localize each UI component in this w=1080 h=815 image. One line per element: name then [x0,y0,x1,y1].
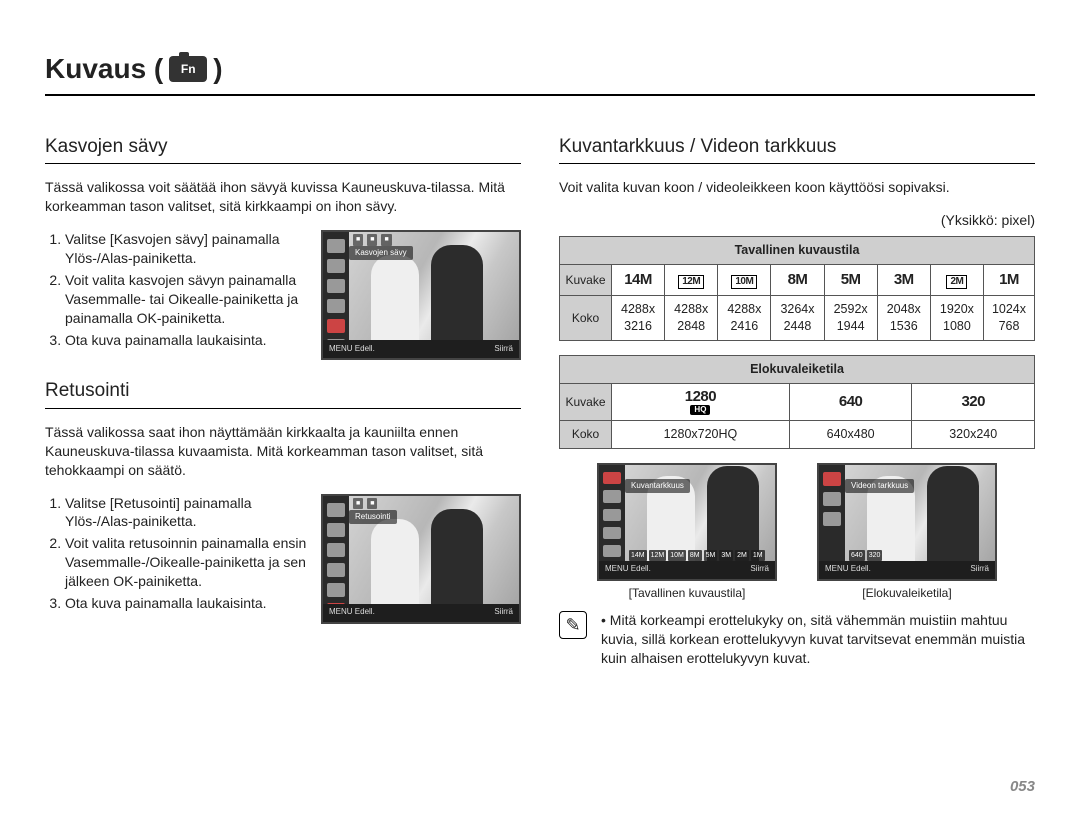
lcd-move: Siirrä [750,564,769,575]
menu-label: MENU [329,344,353,353]
row-size-label: Koko [560,420,612,448]
section-title-face-tone: Kasvojen sävy [45,134,521,165]
res-size: 1920x 1080 [930,296,983,341]
camera-fn-label: Fn [181,61,196,77]
movie-mode-table: Elokuvaleiketila Kuvake 1280HQ 640 320 K… [559,355,1035,449]
step: Voit valita kasvojen sävyn painamalla Va… [65,271,307,328]
res-icon: 8M [771,265,824,296]
lcd-movie-mode: Videon tarkkuus 640320 MENU Edell. Siirr… [817,463,997,581]
table-header: Elokuvaleiketila [560,356,1035,384]
lcd-preview-retouch: ■■ Retusointi MENU Edell. Siirrä [321,494,521,624]
lcd-highlight: Retusointi [349,510,397,524]
section-body-resolution: Voit valita kuvan koon / videoleikkeen k… [559,178,1035,197]
row-size-label: Koko [560,296,612,341]
lcd-prev: Edell. [355,344,375,353]
page-title-close: ) [213,50,222,88]
retouch-row: Valitse [Retusointi] painamalla Ylös-/Al… [45,494,521,624]
lcd-move: Siirrä [494,607,513,618]
lcd-prev: Edell. [631,564,651,573]
section-body-face-tone: Tässä valikossa voit säätää ihon sävyä k… [45,178,521,216]
face-tone-row: Valitse [Kasvojen sävy] painamalla Ylös-… [45,230,521,360]
step: Valitse [Retusointi] painamalla Ylös-/Al… [65,494,307,532]
row-icon-label: Kuvake [560,265,612,296]
lcd-preview-face-tone: ■■■ Kasvojen sävy MENU Edell. Siirrä [321,230,521,360]
res-size: 4288x 2848 [665,296,718,341]
lcd-move: Siirrä [970,564,989,575]
step: Ota kuva painamalla laukaisinta. [65,594,307,613]
note-icon: ✎ [559,611,587,639]
face-tone-steps: Valitse [Kasvojen sävy] painamalla Ylös-… [45,230,307,352]
page-title-text: Kuvaus ( [45,50,163,88]
lcd-caption: [Tavallinen kuvaustila] [597,585,777,601]
lcd-prev: Edell. [851,564,871,573]
lcd-highlight: Kuvantarkkuus [625,479,690,493]
res-icon: 1M [983,265,1034,296]
res-size: 4288x 2416 [718,296,771,341]
page-title: Kuvaus ( Fn ) [45,50,1035,96]
twin-lcds: Kuvantarkkuus 14M12M10M8M5M3M2M1M MENU E… [559,463,1035,601]
res-size: 2592x 1944 [824,296,877,341]
camera-fn-icon: Fn [169,56,207,82]
section-title-retouch: Retusointi [45,378,521,409]
lcd-prev: Edell. [355,607,375,616]
res-icon: 2M [930,265,983,296]
section-title-resolution: Kuvantarkkuus / Videon tarkkuus [559,134,1035,165]
right-column: Kuvantarkkuus / Videon tarkkuus Voit val… [559,124,1035,668]
res-icon: 10M [718,265,771,296]
step: Ota kuva painamalla laukaisinta. [65,331,307,350]
row-icon-label: Kuvake [560,383,612,420]
res-icon: 640 [789,383,912,420]
menu-label: MENU [329,607,353,616]
step: Voit valita retusoinnin painamalla ensin… [65,534,307,591]
step: Valitse [Kasvojen sävy] painamalla Ylös-… [65,230,307,268]
note-text: Mitä korkeampi erottelukyky on, sitä väh… [601,611,1035,668]
left-column: Kasvojen sävy Tässä valikossa voit säätä… [45,124,521,668]
note-row: ✎ Mitä korkeampi erottelukyky on, sitä v… [559,611,1035,668]
lcd-caption: [Elokuvaleiketila] [817,585,997,601]
res-icon: 3M [877,265,930,296]
res-size: 3264x 2448 [771,296,824,341]
res-size: 1024x 768 [983,296,1034,341]
res-size: 320x240 [912,420,1035,448]
res-size: 640x480 [789,420,912,448]
unit-label: (Yksikkö: pixel) [559,211,1035,230]
lcd-highlight: Videon tarkkuus [845,479,914,493]
lcd-still-mode: Kuvantarkkuus 14M12M10M8M5M3M2M1M MENU E… [597,463,777,581]
lcd-move: Siirrä [494,344,513,355]
lcd-highlight: Kasvojen sävy [349,246,413,260]
section-body-retouch: Tässä valikossa saat ihon näyttämään kir… [45,423,521,480]
page-number: 053 [1010,777,1035,797]
res-icon: 14M [612,265,665,296]
still-mode-table: Tavallinen kuvaustila Kuvake 14M 12M 10M… [559,236,1035,341]
res-size: 1280x720HQ [612,420,790,448]
retouch-steps: Valitse [Retusointi] painamalla Ylös-/Al… [45,494,307,616]
res-size: 2048x 1536 [877,296,930,341]
res-size: 4288x 3216 [612,296,665,341]
res-icon: 320 [912,383,1035,420]
res-icon: 12M [665,265,718,296]
table-header: Tavallinen kuvaustila [560,237,1035,265]
res-icon: 1280HQ [612,383,790,420]
res-icon: 5M [824,265,877,296]
